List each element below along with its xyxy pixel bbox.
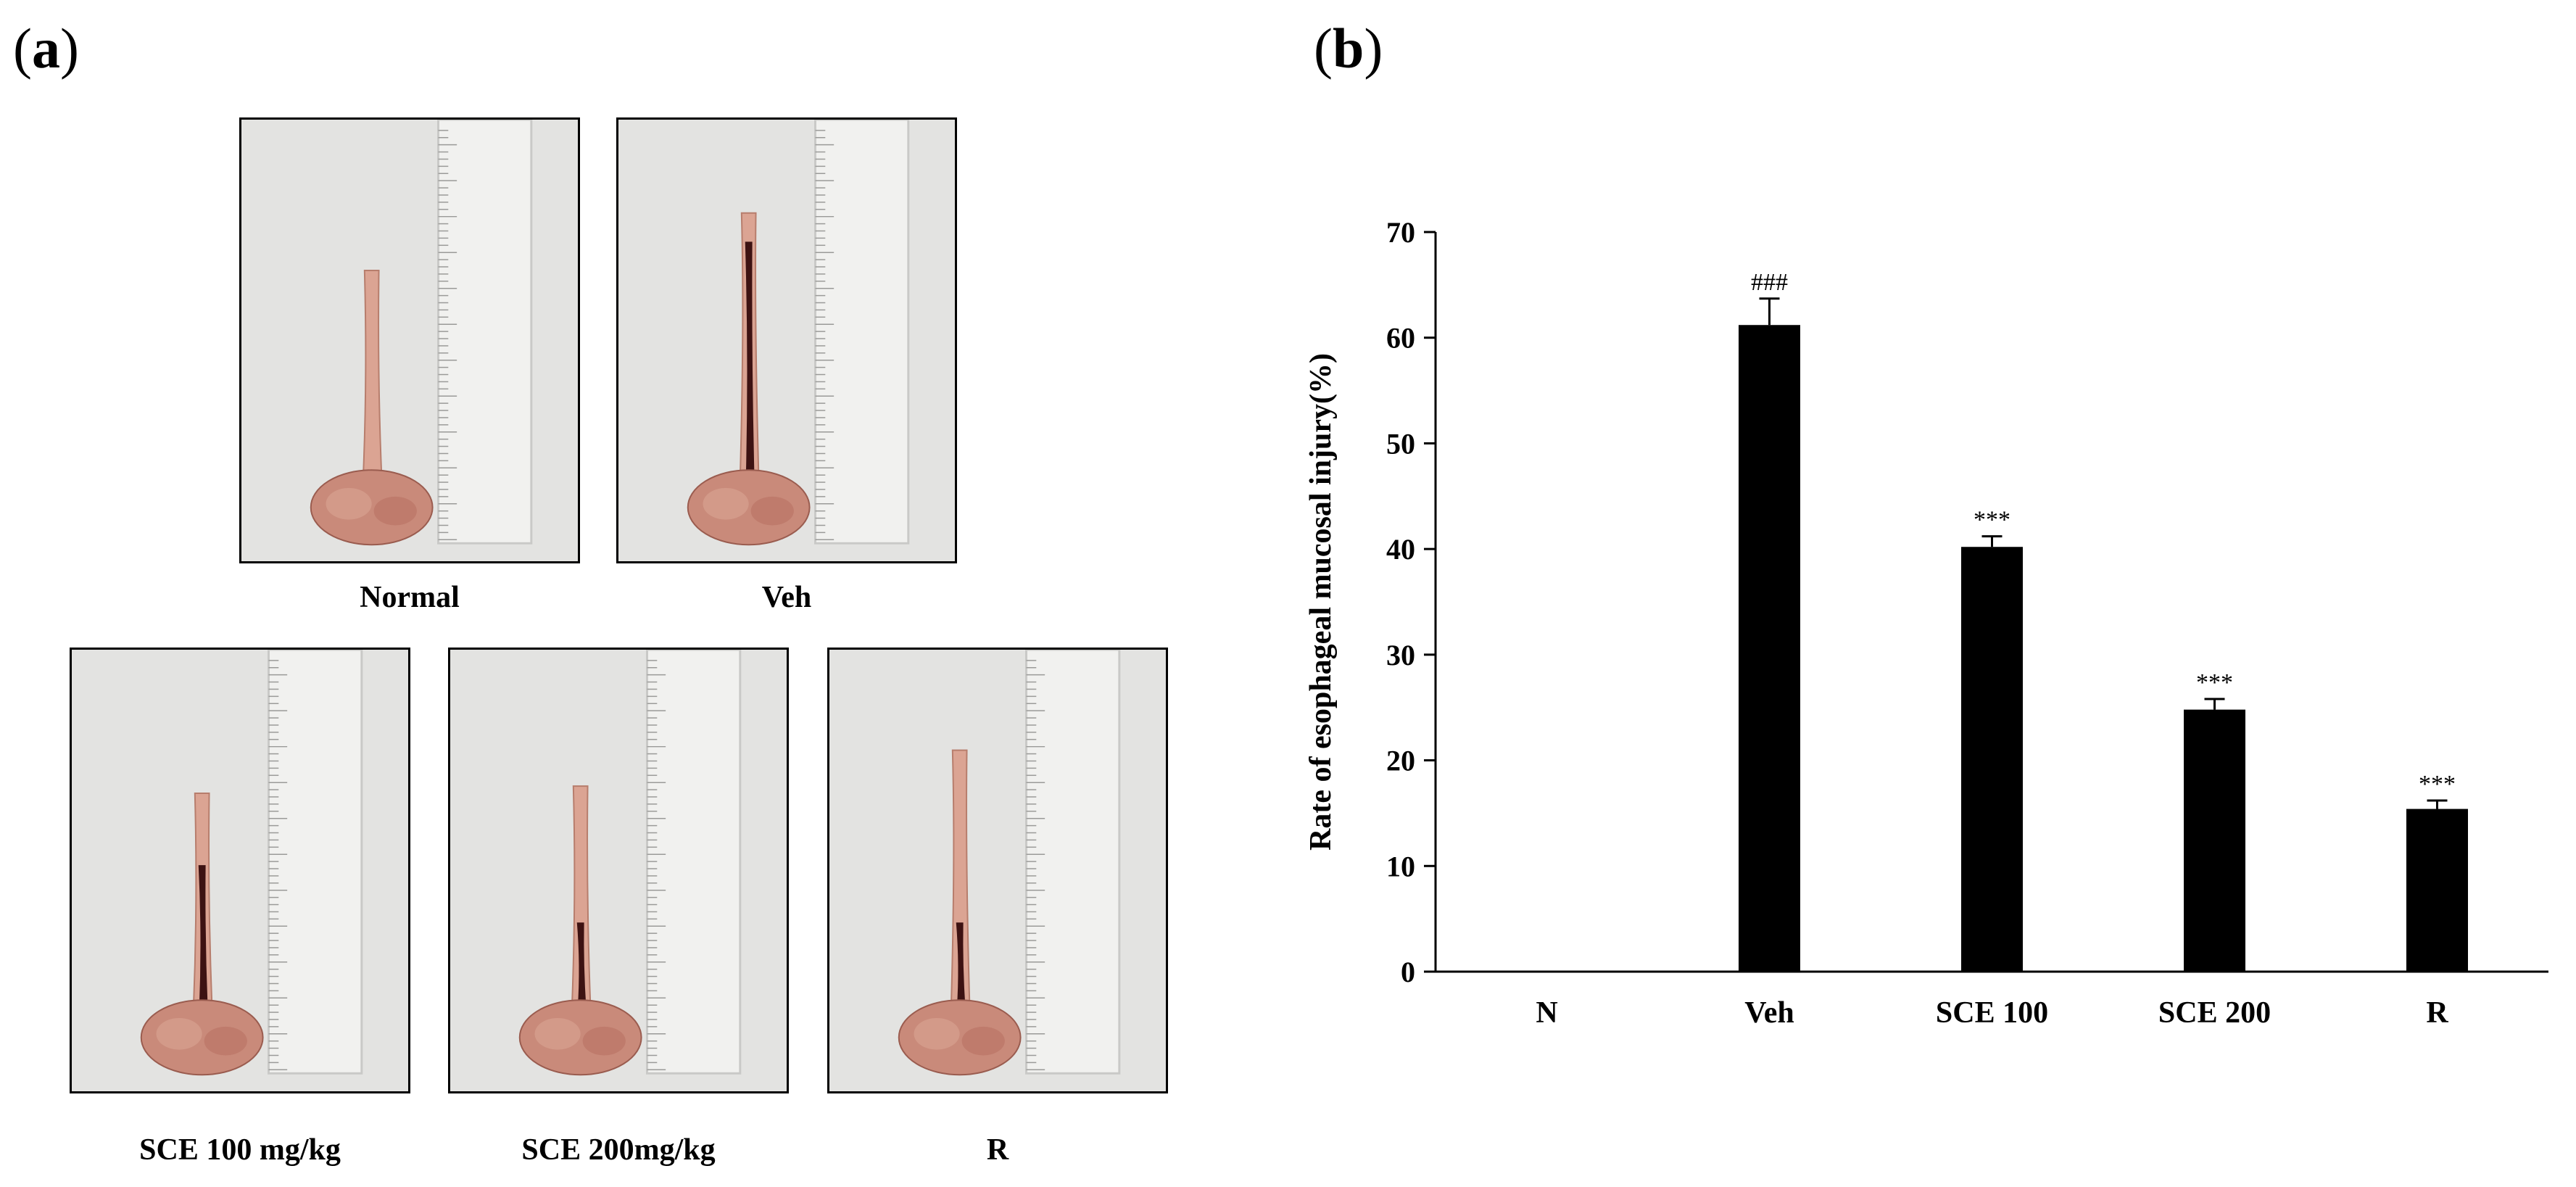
panel-a-letter: a bbox=[32, 17, 60, 80]
y-tick-label: 20 bbox=[1386, 745, 1415, 777]
panel-b-close: ) bbox=[1364, 17, 1383, 80]
y-tick-label: 0 bbox=[1401, 956, 1415, 988]
x-tick-label: SCE 100 bbox=[1936, 996, 2048, 1030]
specimen-illustration bbox=[450, 650, 787, 1091]
specimen-photo-sce100 bbox=[70, 648, 410, 1093]
y-tick-label: 10 bbox=[1386, 850, 1415, 882]
specimen-photo-sce200 bbox=[448, 648, 789, 1093]
bar-chart: 0 10 20 30 40 50 60 70 Rate of esophageal mucosa… bbox=[1276, 181, 2567, 1066]
photo-caption-r: R bbox=[827, 1133, 1168, 1167]
y-tick-label: 70 bbox=[1386, 216, 1415, 249]
ruler-icon bbox=[1026, 650, 1119, 1073]
ruler-icon bbox=[268, 650, 361, 1073]
x-tick-label: SCE 200 bbox=[2158, 996, 2271, 1030]
panel-b-open: ( bbox=[1314, 17, 1333, 80]
panel-b-label: (b) bbox=[1314, 20, 1383, 77]
x-tick-label: Veh bbox=[1744, 996, 1794, 1030]
bar-sce-100 bbox=[1961, 547, 2023, 972]
y-tick-label: 60 bbox=[1386, 322, 1415, 355]
specimen-illustration bbox=[241, 120, 578, 561]
ruler-icon bbox=[815, 120, 908, 543]
ruler-icon bbox=[438, 120, 531, 543]
significance-marker: *** bbox=[2196, 669, 2233, 696]
y-tick-label: 50 bbox=[1386, 427, 1415, 460]
specimen-illustration bbox=[72, 650, 408, 1091]
bar-sce-200 bbox=[2184, 710, 2245, 972]
panel-a-open: ( bbox=[13, 17, 32, 80]
bar-r bbox=[2406, 809, 2468, 972]
panel-a-close: ) bbox=[60, 17, 79, 80]
y-axis-label: Rate of esophageal mucosal injury(%) bbox=[1304, 353, 1338, 851]
specimen-illustration bbox=[618, 120, 955, 561]
bar-veh bbox=[1739, 325, 1800, 972]
significance-marker: *** bbox=[1974, 507, 2010, 534]
significance-marker: ### bbox=[1751, 269, 1788, 296]
y-tick-label: 40 bbox=[1386, 533, 1415, 566]
y-tick-label: 30 bbox=[1386, 639, 1415, 671]
specimen-illustration bbox=[829, 650, 1166, 1091]
photo-caption-sce200: SCE 200mg/kg bbox=[448, 1133, 789, 1167]
ruler-icon bbox=[647, 650, 740, 1073]
specimen-photo-r bbox=[827, 648, 1168, 1093]
x-tick-label: R bbox=[2426, 996, 2448, 1030]
photo-caption-sce100: SCE 100 mg/kg bbox=[70, 1133, 410, 1167]
photo-caption-normal: Normal bbox=[239, 580, 580, 615]
x-tick-label: N bbox=[1536, 996, 1557, 1030]
specimen-photo-normal bbox=[239, 117, 580, 563]
panel-b-letter: b bbox=[1333, 17, 1364, 80]
panel-a-label: (a) bbox=[13, 20, 79, 77]
significance-marker: *** bbox=[2419, 771, 2456, 798]
specimen-photo-veh bbox=[616, 117, 957, 563]
photo-caption-veh: Veh bbox=[616, 580, 957, 615]
